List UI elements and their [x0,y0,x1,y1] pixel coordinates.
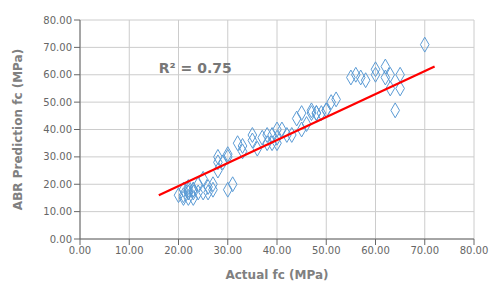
html-text:R² = 0.75: R² = 0.75 [158,60,232,77]
svg-text:10.00: 10.00 [43,206,72,217]
svg-text:0.00: 0.00 [69,245,91,256]
svg-text:20.00: 20.00 [43,179,72,190]
svg-text:10.00: 10.00 [115,245,144,256]
svg-text:70.00: 70.00 [43,42,72,53]
svg-text:50.00: 50.00 [312,245,341,256]
svg-text:60.00: 60.00 [361,245,390,256]
svg-text:ABR Prediction fc (MPa): ABR Prediction fc (MPa) [11,49,25,210]
svg-text:60.00: 60.00 [43,69,72,80]
svg-text:70.00: 70.00 [410,245,439,256]
svg-text:40.00: 40.00 [43,124,72,135]
svg-text:50.00: 50.00 [43,97,72,108]
svg-text:Actual fc (MPa): Actual fc (MPa) [225,268,328,282]
svg-text:80.00: 80.00 [460,245,489,256]
svg-text:80.00: 80.00 [43,15,72,26]
svg-text:30.00: 30.00 [43,151,72,162]
svg-text:0.00: 0.00 [50,234,72,245]
svg-text:40.00: 40.00 [263,245,292,256]
svg-text:20.00: 20.00 [164,245,193,256]
svg-text:30.00: 30.00 [213,245,242,256]
